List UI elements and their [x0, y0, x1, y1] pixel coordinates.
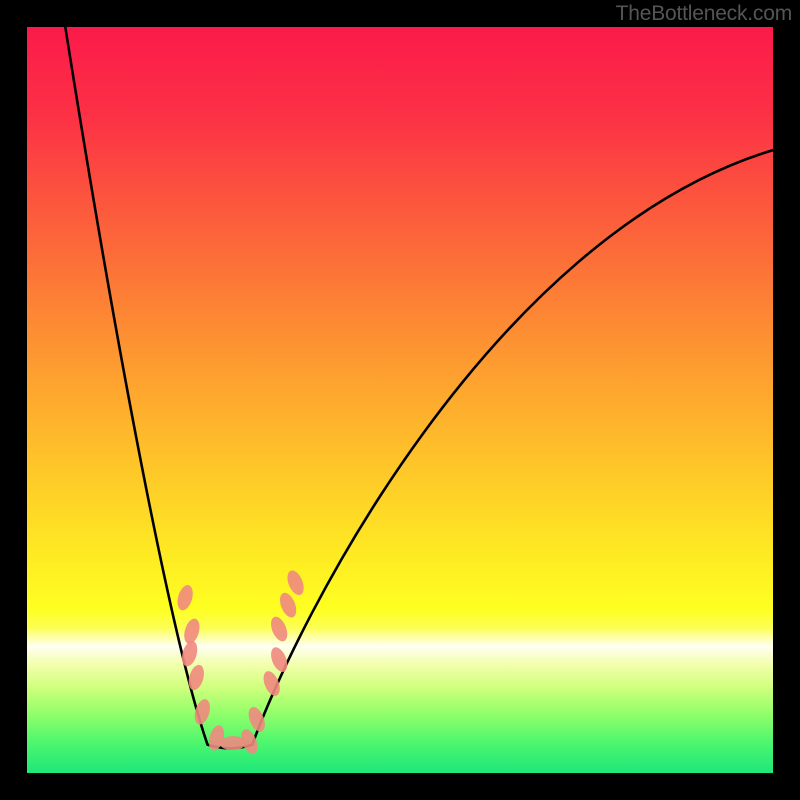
- bottleneck-curve-chart: [0, 0, 800, 800]
- attribution-text: TheBottleneck.com: [616, 2, 792, 26]
- chart-frame: TheBottleneck.com: [0, 0, 800, 800]
